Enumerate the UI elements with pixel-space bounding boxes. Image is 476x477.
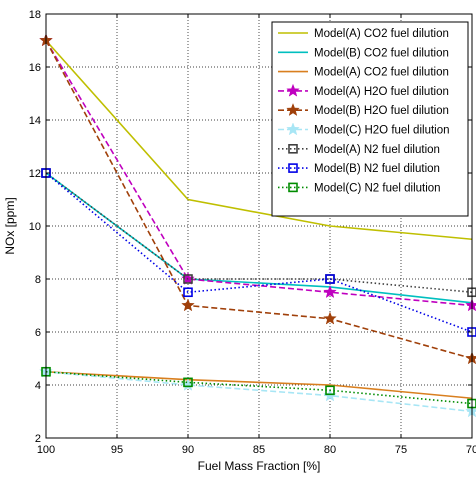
legend-label: Model(B) H2O fuel dilution <box>314 105 449 117</box>
data-point-marker <box>325 274 335 284</box>
legend-marker <box>288 182 298 193</box>
legend-box <box>271 21 469 217</box>
x-tick-label: 90 <box>182 444 194 456</box>
legend-label: Model(C) H2O fuel dilution <box>314 125 450 137</box>
legend-label: Model(B) N2 fuel dilution <box>314 163 440 175</box>
data-point-marker <box>181 298 195 312</box>
legend-label: Model(C) N2 fuel dilution <box>314 182 441 194</box>
legend-label: Model(A) CO2 fuel dilution <box>314 67 449 79</box>
series-line <box>45 39 473 241</box>
y-tick-label: 14 <box>29 115 41 127</box>
series-line <box>45 172 473 333</box>
data-point-marker <box>323 311 337 325</box>
legend-label: Model(A) CO2 fuel dilution <box>314 28 449 40</box>
legend-label: Model(A) N2 fuel dilution <box>314 144 440 156</box>
data-point-marker <box>323 285 337 299</box>
y-tick-label: 12 <box>29 168 41 180</box>
y-tick-label: 2 <box>35 433 41 445</box>
legend-marker <box>286 83 300 97</box>
data-point-marker <box>183 287 193 298</box>
x-tick-label: 75 <box>395 444 407 456</box>
y-axis-label: NOx [ppm] <box>3 197 17 254</box>
x-axis-label: Fuel Mass Fraction [%] <box>198 459 321 473</box>
y-tick-label: 18 <box>29 9 41 21</box>
series-line <box>45 370 473 413</box>
axis-ticks: 100 95 90 85 80 75 70 2 4 6 8 10 12 14 16 18 <box>29 9 476 456</box>
legend-marker <box>288 163 298 173</box>
legend-marker <box>286 122 300 136</box>
legend-label: Model(A) H2O fuel dilution <box>314 86 449 98</box>
legend-label: Model(B) CO2 fuel dilution <box>314 47 449 59</box>
series-0 <box>45 39 473 241</box>
legend-marker <box>288 144 298 154</box>
y-tick-label: 16 <box>29 62 41 74</box>
x-tick-label: 70 <box>466 444 476 456</box>
y-tick-label: 10 <box>29 221 41 233</box>
data-point-marker <box>183 274 193 284</box>
series-line <box>45 40 473 307</box>
series-line <box>45 370 473 400</box>
y-tick-label: 6 <box>35 327 41 339</box>
x-tick-label: 100 <box>37 444 55 456</box>
series-2 <box>45 370 473 400</box>
legend: Model(A) CO2 fuel dilution Model(B) CO2 f… <box>271 21 469 217</box>
y-tick-label: 8 <box>35 274 41 286</box>
series-line <box>45 40 473 360</box>
legend-marker <box>286 102 300 117</box>
y-tick-label: 4 <box>35 380 41 392</box>
data-point-marker <box>183 377 193 388</box>
x-tick-label: 85 <box>253 444 265 456</box>
data-point-marker <box>325 385 335 396</box>
x-tick-label: 80 <box>324 444 336 456</box>
x-tick-label: 95 <box>111 444 123 456</box>
series-line <box>45 172 473 294</box>
